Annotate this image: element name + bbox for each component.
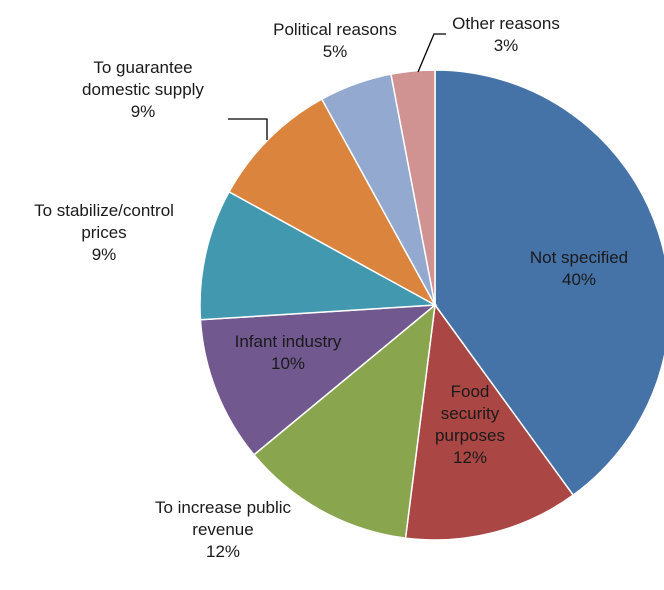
leader-line-other-reasons: [417, 33, 446, 73]
pie-slice-not-specified: [434, 69, 664, 497]
pie-slice-to-increase-public-revenue: [252, 303, 436, 539]
slice-value-label: 12%: [453, 448, 487, 467]
slice-category-label: Food: [451, 382, 490, 401]
pie-slice-to-stabilize-control-prices: [199, 190, 438, 321]
slice-value-label: 3%: [494, 36, 519, 55]
slice-label-infant-industry: Infant industry 10%: [235, 332, 342, 373]
pie-slice-to-guarantee-domestic-supply: [228, 98, 437, 307]
slices-layer: [199, 69, 664, 541]
labels-layer: Not specified40%Foodsecuritypurposes12%T…: [34, 14, 628, 561]
slice-category-label: domestic supply: [82, 80, 204, 99]
pie-slice-other-reasons: [390, 69, 436, 306]
slice-category-label: To guarantee: [93, 58, 192, 77]
slice-category-label: To increase public: [155, 498, 292, 517]
pie-slice-infant-industry: [199, 304, 438, 456]
slice-label-to-stabilize-control-prices: To stabilize/control prices 9%: [34, 201, 174, 264]
slice-value-label: 10%: [271, 354, 305, 373]
pie-slice-food-security-purposes: [404, 303, 575, 541]
slice-category-label: Infant industry: [235, 332, 342, 351]
slice-category-label: To stabilize/control: [34, 201, 174, 220]
slice-value-label: 5%: [323, 42, 348, 61]
slice-value-label: 40%: [562, 270, 596, 289]
slice-value-label: 9%: [92, 245, 117, 264]
slice-value-label: 9%: [131, 102, 156, 121]
slice-category-label: prices: [81, 223, 126, 242]
slice-value-label: 12%: [206, 542, 240, 561]
slice-label-political-reasons: Political reasons 5%: [273, 20, 397, 61]
leader-line-to-guarantee-domestic-supply: [228, 118, 268, 140]
slice-category-label: revenue: [192, 520, 253, 539]
slice-label-other-reasons: Other reasons 3%: [452, 14, 560, 55]
slice-category-label: security: [441, 404, 500, 423]
slice-label-to-increase-public-revenue: To increase public revenue 12%: [155, 498, 292, 561]
slice-category-label: Political reasons: [273, 20, 397, 39]
slice-category-label: Other reasons: [452, 14, 560, 33]
leader-lines: [228, 33, 446, 140]
slice-label-food-security-purposes: Food security purposes 12%: [435, 382, 505, 467]
slice-category-label: purposes: [435, 426, 505, 445]
slice-category-label: Not specified: [530, 248, 628, 267]
slice-label-to-guarantee-domestic-supply: To guarantee domestic supply 9%: [82, 58, 204, 121]
slice-label-not-specified: Not specified 40%: [530, 248, 628, 289]
